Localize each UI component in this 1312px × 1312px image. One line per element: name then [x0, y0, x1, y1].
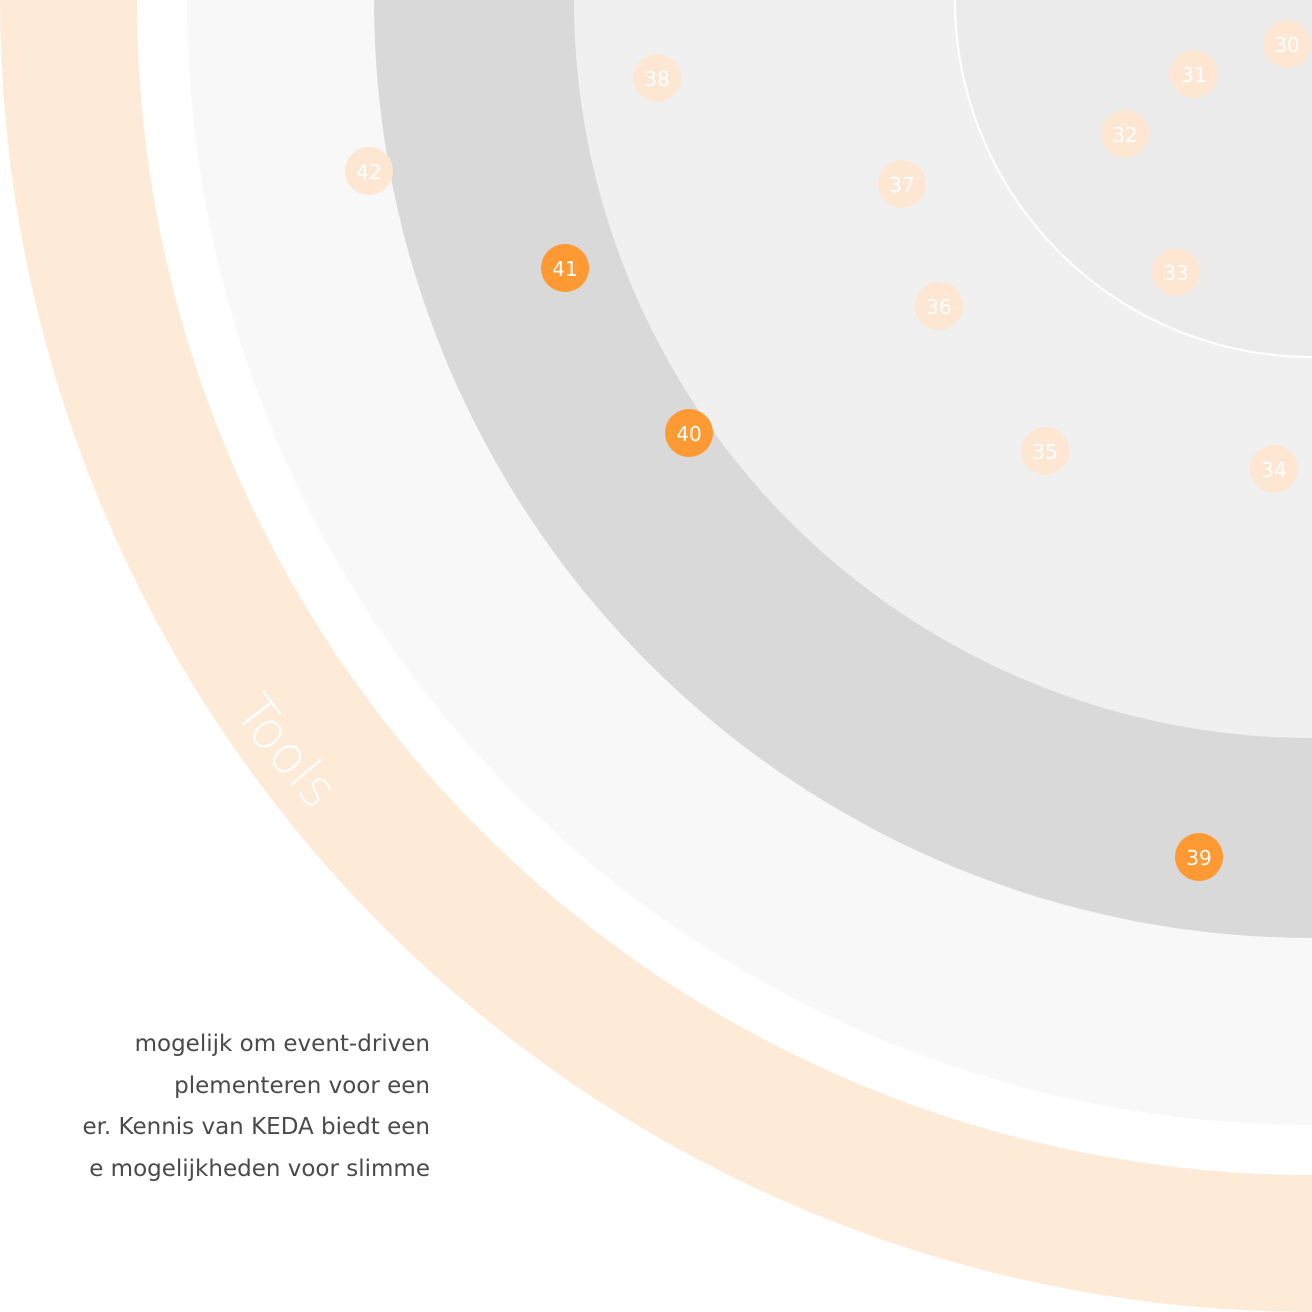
blip-marker[interactable]: [1250, 445, 1298, 493]
blip-label: 39: [1186, 846, 1211, 870]
blip-label: 40: [676, 422, 701, 446]
blip-label: 33: [1163, 261, 1188, 285]
blip-marker[interactable]: [1170, 50, 1218, 98]
blip-37[interactable]: 37: [878, 160, 926, 208]
blip-label: 38: [644, 67, 669, 91]
blip-label: 37: [889, 173, 914, 197]
blip-marker[interactable]: [1263, 20, 1311, 68]
blip-marker[interactable]: [541, 244, 589, 292]
blip-marker[interactable]: [878, 160, 926, 208]
blip-40[interactable]: 40: [665, 409, 713, 457]
blip-34[interactable]: 34: [1250, 445, 1298, 493]
blip-marker[interactable]: [1152, 248, 1200, 296]
blip-label: 35: [1032, 440, 1057, 464]
blip-label: 42: [356, 160, 381, 184]
blip-marker[interactable]: [1021, 427, 1069, 475]
blip-41[interactable]: 41: [541, 244, 589, 292]
blip-label: 30: [1274, 33, 1299, 57]
quadrant-description: mogelijk om event-driven plementeren voo…: [82, 1031, 430, 1182]
blips-layer: 30 31 32 33 34 35 36 37 38 39 40 41 42: [345, 20, 1311, 881]
blip-label: 34: [1261, 458, 1286, 482]
blip-42[interactable]: 42: [345, 147, 393, 195]
blip-30[interactable]: 30: [1263, 20, 1311, 68]
blip-marker[interactable]: [1175, 833, 1223, 881]
blip-marker[interactable]: [633, 54, 681, 102]
blip-32[interactable]: 32: [1101, 110, 1149, 158]
blip-label: 41: [552, 257, 577, 281]
blip-marker[interactable]: [665, 409, 713, 457]
blip-35[interactable]: 35: [1021, 427, 1069, 475]
blip-label: 36: [926, 295, 951, 319]
blip-38[interactable]: 38: [633, 54, 681, 102]
ring-adopt: [954, 0, 1312, 358]
blip-marker[interactable]: [1101, 110, 1149, 158]
blip-marker[interactable]: [345, 147, 393, 195]
blip-33[interactable]: 33: [1152, 248, 1200, 296]
blip-label: 32: [1112, 123, 1137, 147]
blip-36[interactable]: 36: [915, 282, 963, 330]
blip-31[interactable]: 31: [1170, 50, 1218, 98]
blip-label: 31: [1181, 63, 1206, 87]
blip-39[interactable]: 39: [1175, 833, 1223, 881]
blip-marker[interactable]: [915, 282, 963, 330]
